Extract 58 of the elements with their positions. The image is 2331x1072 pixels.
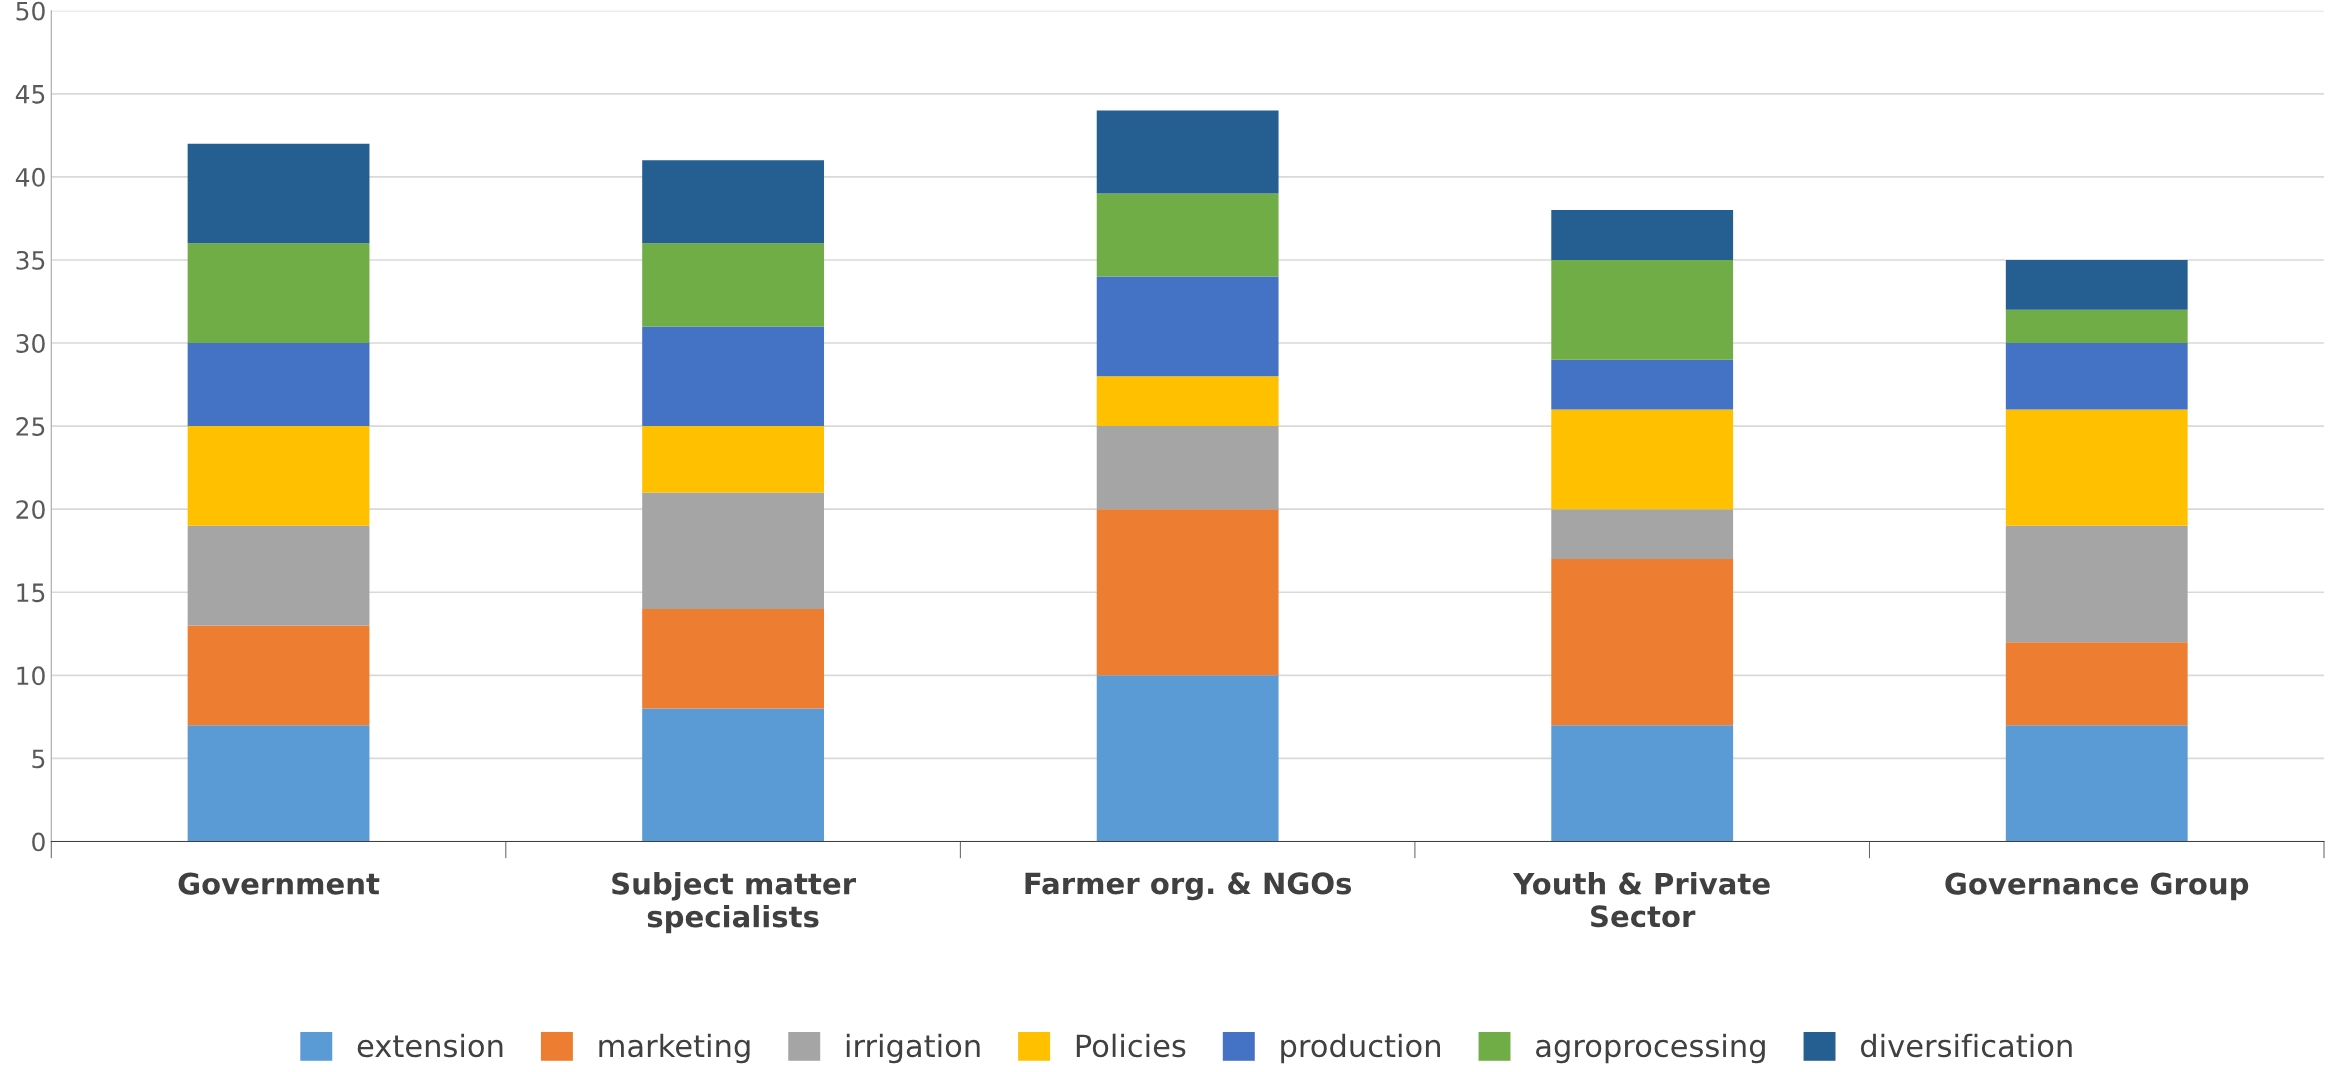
legend-label: marketing — [599, 1033, 750, 1064]
bar — [1096, 193, 1279, 277]
bar — [642, 326, 825, 427]
bar — [187, 426, 370, 526]
bar — [187, 243, 370, 344]
bar — [1096, 509, 1279, 676]
bar — [1096, 675, 1279, 842]
bar — [2005, 259, 2188, 310]
bar — [1551, 359, 1734, 410]
bar — [2005, 409, 2188, 526]
x-tick-label: Subject matter specialists — [612, 872, 856, 934]
bar — [642, 492, 825, 609]
bar — [642, 243, 825, 327]
bar — [1551, 725, 1734, 842]
bar — [1551, 259, 1734, 360]
legend-label: Policies — [1076, 1033, 1186, 1058]
bar — [2005, 309, 2188, 344]
bar — [1096, 426, 1279, 510]
legend-label: production — [1281, 1033, 1440, 1064]
bar — [642, 608, 825, 709]
y-tick-label: 10 — [17, 666, 45, 686]
bar — [1551, 210, 1734, 260]
bar — [187, 343, 370, 427]
legend-label: extension — [357, 1033, 503, 1058]
x-tick-label: Youth & Private Sector — [1512, 872, 1770, 928]
bar — [1096, 276, 1279, 377]
legend-label: agroprocessing — [1536, 1033, 1765, 1064]
y-tick-label: 45 — [15, 85, 45, 104]
legend-label: irrigation — [846, 1033, 980, 1064]
y-tick-label: 35 — [16, 250, 45, 270]
y-tick-label: 15 — [17, 583, 45, 603]
bar — [1096, 376, 1279, 427]
x-tick-label: Government — [178, 872, 380, 895]
y-tick-label: 25 — [16, 417, 45, 436]
bar — [1551, 559, 1734, 726]
bar — [187, 525, 370, 626]
bar — [187, 625, 370, 726]
legend-label: diversification — [1860, 1033, 2072, 1058]
bar — [1096, 110, 1279, 194]
bar — [2005, 725, 2188, 842]
y-tick-label: 50 — [16, 1, 45, 21]
bar — [187, 143, 370, 244]
y-tick-label: 20 — [16, 500, 45, 520]
bar — [642, 426, 825, 493]
bar — [2005, 525, 2188, 643]
bar — [642, 708, 825, 842]
y-tick-label: 30 — [16, 333, 45, 353]
x-tick-label: Governance Group — [1945, 872, 2249, 901]
bar — [2005, 642, 2188, 726]
bar — [2005, 343, 2188, 410]
bar — [1551, 509, 1734, 560]
y-tick-label: 0 — [32, 832, 45, 852]
y-tick-label: 5 — [32, 749, 45, 769]
bar — [642, 160, 825, 244]
y-tick-label: 40 — [15, 167, 45, 187]
bar — [187, 725, 370, 842]
x-tick-label: Farmer org. & NGOs — [1025, 872, 1352, 901]
bar — [1551, 409, 1734, 510]
